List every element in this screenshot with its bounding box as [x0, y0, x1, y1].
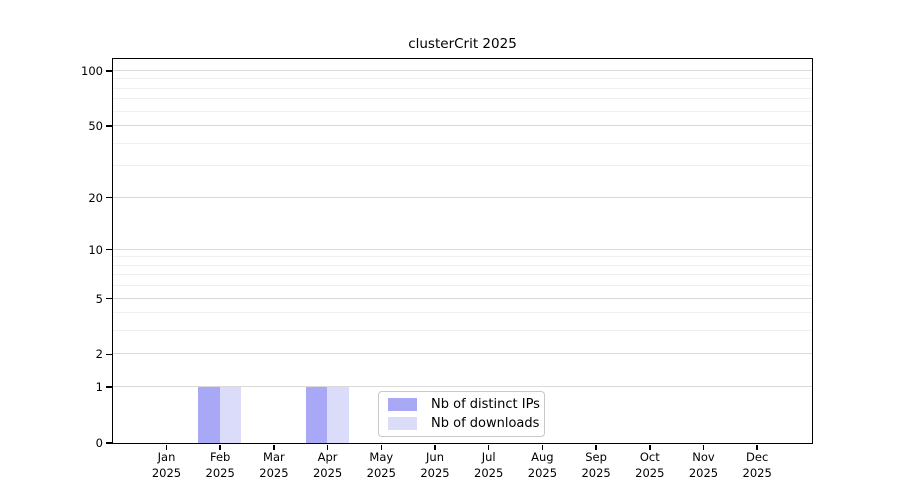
gridline-minor-9	[112, 256, 812, 258]
gridline-2	[112, 353, 812, 355]
x-tick-may	[380, 444, 383, 450]
x-tick-label-dec: Dec 2025	[742, 450, 772, 480]
x-tick-mar	[273, 444, 275, 450]
gridline-minor-90	[112, 78, 812, 80]
y-tick-1	[106, 386, 112, 388]
x-tick-nov	[702, 444, 705, 450]
x-tick-label-may: May 2025	[366, 450, 396, 480]
x-tick-jul	[487, 444, 490, 450]
gridline-1	[112, 386, 812, 388]
gridline-minor-4	[112, 312, 812, 314]
y-tick-label-20: 20	[88, 190, 103, 205]
legend: Nb of distinct IPs Nb of downloads	[378, 391, 545, 437]
x-tick-label-jun: Jun 2025	[420, 450, 450, 480]
gridline-100	[112, 70, 812, 72]
gridline-minor-6	[112, 285, 812, 287]
x-tick-label-mar: Mar 2025	[259, 450, 289, 480]
gridline-minor-30	[112, 165, 812, 167]
x-tick-label-nov: Nov 2025	[688, 450, 719, 480]
x-tick-label-sep: Sep 2025	[581, 450, 611, 480]
y-tick-5	[106, 297, 112, 300]
bar-nb-of-distinct-ips-feb	[198, 386, 220, 443]
x-tick-label-aug: Aug 2025	[527, 450, 558, 480]
x-tick-dec	[756, 444, 758, 450]
gridline-minor-8	[112, 264, 812, 266]
gridline-5	[112, 297, 812, 299]
x-tick-jan	[165, 444, 168, 450]
chart-title: clusterCrit 2025	[408, 36, 517, 52]
x-tick-label-apr: Apr 2025	[312, 450, 343, 480]
bar-nb-of-downloads-feb	[219, 386, 242, 443]
x-tick-label-jul: Jul 2025	[474, 450, 504, 480]
y-tick-100	[106, 70, 112, 72]
legend-swatch-distinct-ips	[388, 397, 417, 411]
plot-area	[111, 57, 813, 444]
y-tick-label-50: 50	[88, 119, 103, 134]
gridline-minor-80	[112, 87, 812, 89]
y-tick-label-2: 2	[95, 347, 103, 362]
y-tick-0	[106, 442, 112, 444]
x-tick-jun	[434, 444, 436, 450]
y-tick-10	[106, 248, 112, 251]
x-tick-label-oct: Oct 2025	[635, 450, 665, 480]
y-tick-20	[106, 196, 112, 199]
gridline-minor-3	[112, 330, 812, 332]
gridline-minor-60	[112, 110, 812, 112]
x-tick-feb	[219, 444, 221, 450]
x-tick-aug	[541, 444, 544, 450]
y-tick-label-5: 5	[95, 291, 103, 306]
x-tick-label-feb: Feb 2025	[205, 450, 235, 480]
x-tick-oct	[649, 444, 651, 450]
gridline-minor-40	[112, 142, 812, 144]
gridline-20	[112, 196, 812, 198]
gridline-minor-70	[112, 98, 812, 100]
legend-label-downloads: Nb of downloads	[431, 416, 540, 432]
x-tick-sep	[595, 444, 597, 450]
y-tick-label-10: 10	[88, 242, 103, 257]
gridline-50	[112, 125, 812, 127]
y-tick-label-100: 100	[81, 64, 103, 79]
legend-item-downloads: Nb of downloads	[388, 416, 539, 433]
gridline-10	[112, 248, 812, 250]
y-tick-label-0: 0	[95, 436, 103, 450]
y-tick-2	[106, 353, 112, 356]
x-tick-apr	[326, 444, 329, 450]
y-tick-50	[106, 125, 112, 127]
legend-swatch-downloads	[388, 417, 417, 431]
legend-item-distinct-ips: Nb of distinct IPs	[388, 396, 540, 413]
x-tick-label-jan: Jan 2025	[151, 450, 182, 480]
legend-label-distinct-ips: Nb of distinct IPs	[431, 396, 540, 412]
bar-nb-of-distinct-ips-apr	[305, 386, 328, 443]
bar-nb-of-downloads-apr	[327, 386, 349, 443]
y-tick-label-1: 1	[95, 380, 103, 395]
gridline-minor-7	[112, 274, 812, 276]
